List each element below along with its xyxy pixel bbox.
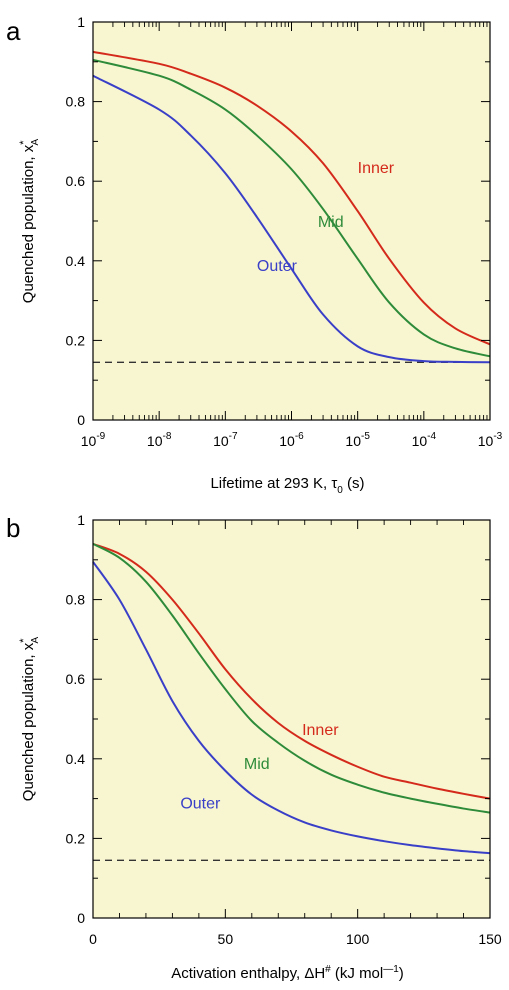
- x-tick-label: 150: [478, 931, 502, 947]
- x-tick-label: 10-4: [412, 431, 437, 449]
- series-label-outer: Outer: [257, 258, 298, 275]
- y-tick-label: 0: [77, 910, 85, 926]
- series-line-inner: [92, 542, 491, 800]
- y-tick-label: 0.4: [66, 253, 86, 269]
- x-tick-label: 10-6: [279, 431, 304, 449]
- series-label-inner: Inner: [302, 722, 339, 739]
- series-label-mid: Mid: [244, 756, 270, 773]
- series-label-inner: Inner: [358, 160, 395, 177]
- panel-letter: a: [6, 16, 21, 46]
- y-tick-label: 0.8: [66, 94, 86, 110]
- x-tick-label: 10-5: [345, 431, 370, 449]
- y-tick-label: 0.2: [66, 830, 86, 846]
- x-tick-label: 50: [218, 931, 234, 947]
- y-axis-title: Quenched population, x*A: [18, 138, 41, 303]
- series-line-inner: [92, 50, 491, 346]
- x-tick-label: 100: [346, 931, 370, 947]
- x-axis-title: Lifetime at 293 K, τ0 (s): [210, 475, 364, 496]
- panel-letter: b: [6, 513, 20, 543]
- y-tick-label: 1: [77, 14, 85, 30]
- plot-area: [93, 520, 490, 918]
- series-line-mid: [92, 542, 491, 814]
- panel-b: Inner Mid Outer 0 0.2 0.4 0.6 0.8 1 0 50 100 150 b Que…: [6, 512, 502, 982]
- y-tick-label: 0.8: [66, 592, 86, 608]
- y-tick-label: 0.4: [66, 751, 86, 767]
- y-tick-label: 0.6: [66, 173, 86, 189]
- series-line-mid: [92, 58, 491, 358]
- x-tick-label: 10-3: [478, 431, 503, 449]
- x-axis-title: Activation enthalpy, ΔH# (kJ mol—1): [171, 964, 404, 982]
- y-tick-label: 0.6: [66, 671, 86, 687]
- plot-area: [93, 22, 490, 420]
- y-tick-label: 0.2: [66, 332, 86, 348]
- y-tick-label: 0: [77, 412, 85, 428]
- x-tick-label: 0: [89, 931, 97, 947]
- x-tick-label: 10-7: [213, 431, 238, 449]
- series-label-mid: Mid: [318, 214, 344, 231]
- y-tick-label: 1: [77, 512, 85, 528]
- y-axis-title: Quenched population, x*A: [18, 636, 41, 801]
- x-tick-label: 10-8: [147, 431, 172, 449]
- series-label-outer: Outer: [180, 796, 221, 813]
- panel-a: Inner Mid Outer 0 0.2 0.4 0.6 0.8 1 10-9 10-8 10-7 1…: [6, 14, 503, 496]
- series-line-outer: [92, 561, 491, 855]
- series-line-outer: [92, 74, 491, 364]
- x-tick-label: 10-9: [81, 431, 106, 449]
